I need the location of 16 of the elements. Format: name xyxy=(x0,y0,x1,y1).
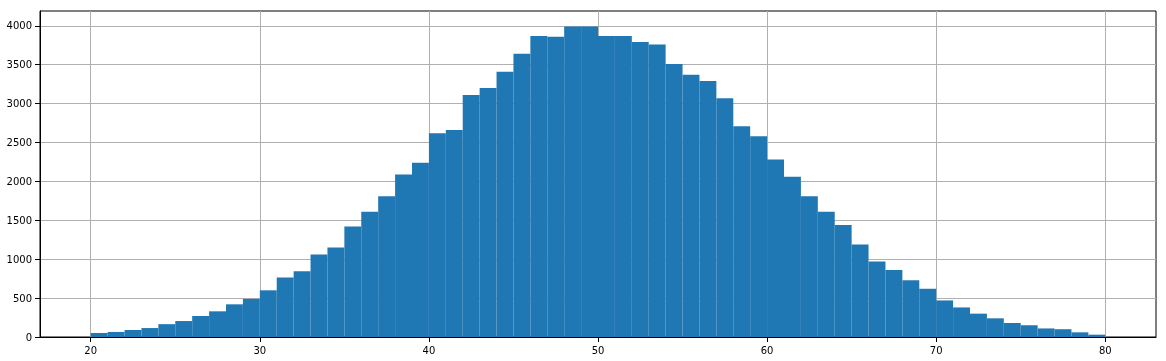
y-tick-label: 1000 xyxy=(6,253,32,265)
y-tick-label: 500 xyxy=(12,292,32,304)
x-tick-label: 40 xyxy=(422,344,436,356)
y-tick-label: 2500 xyxy=(6,136,32,148)
x-tick-label: 20 xyxy=(84,344,98,356)
y-tick-label: 2000 xyxy=(6,175,32,187)
x-tick-label: 60 xyxy=(760,344,774,356)
y-tick-label: 4000 xyxy=(6,20,32,32)
y-tick-label: 3000 xyxy=(6,98,32,110)
y-tick-label: 0 xyxy=(25,331,32,343)
x-tick-label: 50 xyxy=(591,344,605,356)
x-tick-label: 30 xyxy=(253,344,267,356)
y-tick-label: 3500 xyxy=(6,59,32,71)
y-tick-label: 1500 xyxy=(6,214,32,226)
x-tick-label: 70 xyxy=(929,344,943,356)
x-tick-label: 80 xyxy=(1098,344,1112,356)
